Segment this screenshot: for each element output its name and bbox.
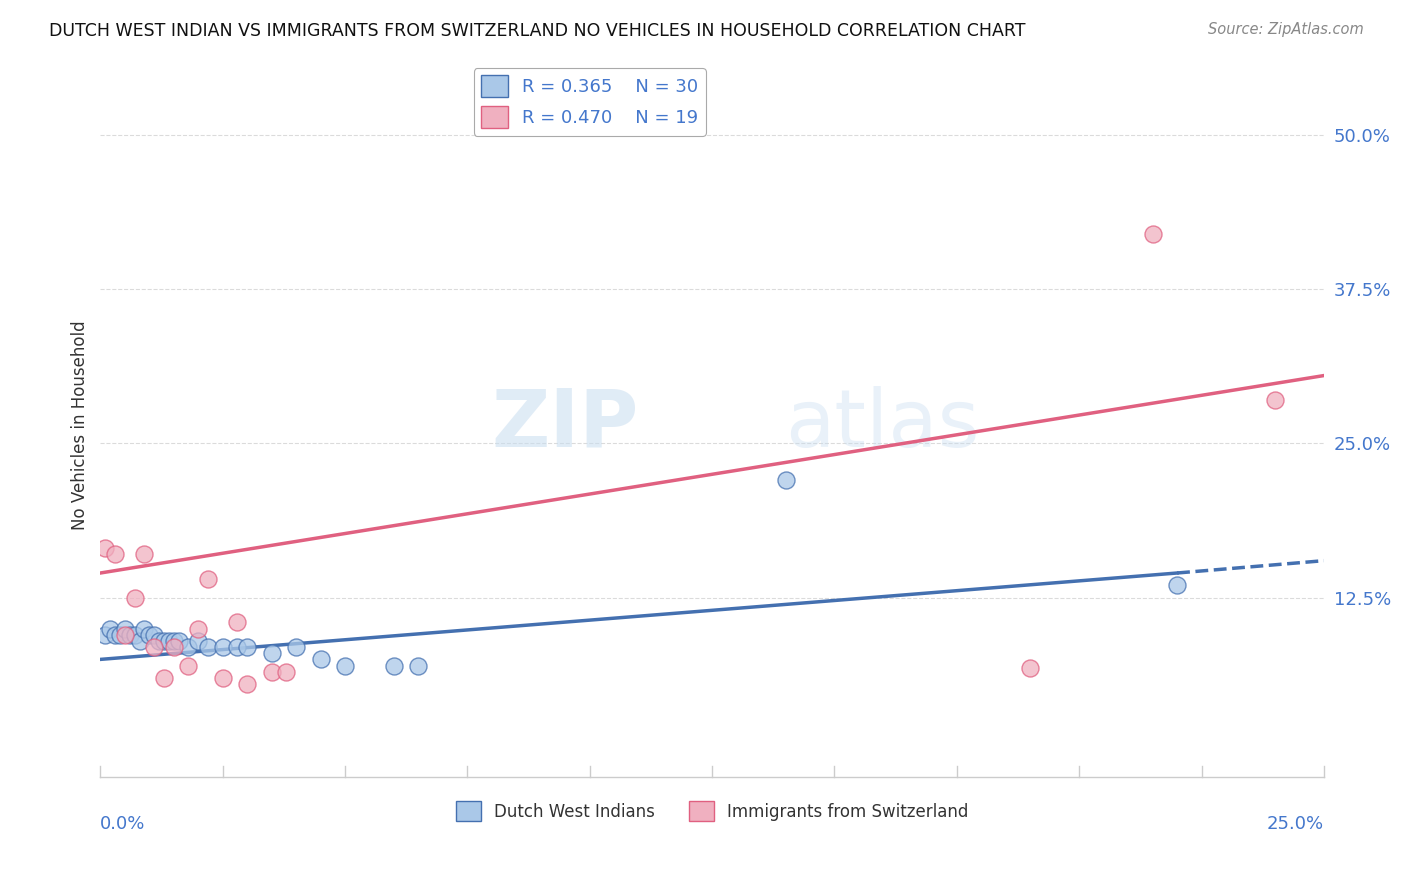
Point — [104, 628, 127, 642]
Point — [138, 628, 160, 642]
Point — [118, 628, 141, 642]
Point — [211, 640, 233, 654]
Text: Source: ZipAtlas.com: Source: ZipAtlas.com — [1208, 22, 1364, 37]
Text: 25.0%: 25.0% — [1267, 815, 1324, 833]
Point — [98, 622, 121, 636]
Point — [1166, 578, 1188, 592]
Point — [177, 640, 200, 654]
Point — [143, 640, 166, 654]
Point — [333, 658, 356, 673]
Text: ZIP: ZIP — [492, 386, 638, 464]
Point — [94, 541, 117, 556]
Point — [108, 628, 131, 642]
Point — [260, 665, 283, 679]
Text: 0.0%: 0.0% — [100, 815, 146, 833]
Point — [236, 640, 259, 654]
Text: atlas: atlas — [786, 386, 980, 464]
Legend: R = 0.365    N = 30, R = 0.470    N = 19: R = 0.365 N = 30, R = 0.470 N = 19 — [474, 68, 706, 136]
Point — [94, 628, 117, 642]
Point — [211, 671, 233, 685]
Point — [177, 658, 200, 673]
Y-axis label: No Vehicles in Household: No Vehicles in Household — [72, 320, 89, 530]
Point — [167, 633, 190, 648]
Point — [163, 633, 186, 648]
Point — [128, 633, 150, 648]
Point — [124, 628, 146, 642]
Point — [104, 548, 127, 562]
Point — [134, 622, 156, 636]
Point — [114, 622, 136, 636]
Point — [157, 633, 180, 648]
Text: DUTCH WEST INDIAN VS IMMIGRANTS FROM SWITZERLAND NO VEHICLES IN HOUSEHOLD CORREL: DUTCH WEST INDIAN VS IMMIGRANTS FROM SWI… — [49, 22, 1026, 40]
Point — [285, 640, 308, 654]
Point — [197, 640, 219, 654]
Point — [153, 633, 176, 648]
Point — [114, 628, 136, 642]
Point — [1142, 227, 1164, 241]
Point — [1264, 393, 1286, 408]
Point — [260, 646, 283, 660]
Point — [148, 633, 170, 648]
Point — [276, 665, 298, 679]
Point — [187, 622, 209, 636]
Point — [226, 615, 249, 630]
Point — [134, 548, 156, 562]
Point — [309, 652, 332, 666]
Point — [226, 640, 249, 654]
Point — [187, 633, 209, 648]
Point — [143, 628, 166, 642]
Point — [197, 572, 219, 586]
Point — [124, 591, 146, 605]
Point — [382, 658, 405, 673]
Point — [153, 671, 176, 685]
Point — [1019, 661, 1042, 675]
Point — [775, 474, 797, 488]
Point — [408, 658, 430, 673]
Point — [236, 677, 259, 691]
Point — [163, 640, 186, 654]
